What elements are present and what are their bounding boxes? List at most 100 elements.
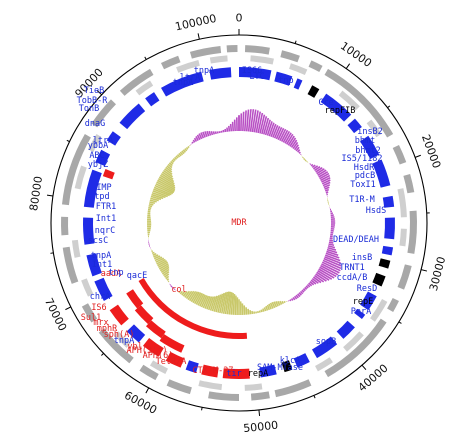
gene-block: [347, 118, 362, 134]
gene-block: [360, 291, 377, 311]
tick-mark: [414, 154, 421, 158]
gene-block: [83, 169, 102, 208]
outer-track-block: [149, 360, 168, 374]
gene-block: [185, 360, 199, 373]
gc-skew-bar: [170, 160, 174, 165]
gc-skew-bar: [329, 239, 334, 242]
gc-skew-bar: [292, 296, 296, 301]
gene-label: ltrA: [93, 136, 113, 146]
gc-skew-bar: [213, 295, 220, 312]
gc-skew-bar: [174, 156, 178, 160]
gc-skew-bar: [284, 132, 292, 144]
tick-label: 10000: [338, 39, 374, 70]
gc-skew-bar: [324, 188, 330, 192]
gene-block: [274, 71, 293, 86]
gc-skew-bar: [166, 165, 173, 171]
gc-skew-bar: [187, 290, 195, 301]
gc-skew-bar: [195, 292, 203, 305]
gc-skew-bar: [207, 296, 215, 311]
gc-skew-bar: [227, 125, 231, 132]
gc-skew-bar: [320, 174, 331, 182]
gc-skew-bar: [193, 292, 202, 305]
outer-track-block: [244, 383, 263, 391]
gene-label: bhmt: [355, 136, 375, 146]
gc-skew-bar: [162, 271, 170, 277]
gc-skew-bar: [190, 291, 199, 303]
gc-skew-bar: [321, 179, 331, 185]
gene-block: [239, 67, 272, 81]
tick-mark: [398, 321, 402, 324]
tick-mark: [144, 56, 147, 60]
gc-skew-bar: [275, 301, 279, 307]
gc-skew-bar: [316, 271, 330, 281]
outer-track-block: [250, 391, 270, 401]
gc-skew-bar: [204, 296, 211, 309]
gc-skew-bar: [257, 112, 264, 134]
gc-skew-bar: [232, 294, 236, 315]
gc-skew-bar: [282, 131, 291, 143]
tick-mark: [66, 139, 70, 143]
gc-skew-bar: [215, 294, 222, 313]
gene-block: [360, 135, 380, 159]
outer-track-block: [176, 59, 200, 73]
mdr-gene-block: [159, 334, 185, 353]
gene-label: ltrA: [180, 73, 200, 83]
gc-skew-bar: [156, 181, 175, 192]
gc-skew-bar: [285, 133, 294, 145]
gc-skew-bar: [298, 292, 302, 296]
gc-skew-bar: [315, 167, 323, 173]
gc-skew-bar: [224, 291, 230, 315]
gc-skew-bar: [261, 116, 268, 135]
gene-label: tnp: [278, 76, 293, 86]
gc-skew-bar: [249, 109, 255, 132]
gc-skew-bar: [229, 123, 233, 132]
outer-track-block: [324, 68, 394, 138]
gc-skew-bar: [175, 155, 179, 159]
gene-block: [381, 245, 394, 256]
gc-skew-bar: [212, 131, 216, 135]
gc-skew-bar: [222, 291, 229, 314]
gc-skew-bar: [198, 133, 203, 140]
gc-skew-bar: [187, 145, 190, 149]
gc-skew-bar: [317, 169, 327, 177]
tick-mark: [387, 105, 391, 109]
gc-skew-bar: [166, 278, 170, 281]
gene-label: ABC: [89, 151, 104, 161]
gc-skew-bar: [228, 292, 233, 315]
gc-skew-bar: [192, 139, 196, 143]
outer-track-block: [397, 188, 407, 218]
col-gene-block: [102, 169, 115, 180]
gene-block: [378, 258, 391, 269]
gc-skew-bar: [304, 159, 307, 162]
gc-skew-bar: [165, 275, 170, 280]
gc-skew-bar: [243, 110, 247, 132]
gc-skew-bar: [304, 286, 308, 290]
gene-label: qacE: [127, 271, 147, 281]
gc-skew-bar: [289, 137, 297, 147]
gc-skew-bar: [273, 301, 278, 308]
gc-skew-bar: [167, 163, 173, 169]
gc-skew-bar: [157, 179, 176, 191]
outer-track-block: [338, 90, 360, 111]
gc-skew-bar: [277, 300, 281, 306]
gc-skew-bar: [169, 283, 172, 286]
gene-label: ccdA/B: [337, 273, 368, 283]
gc-skew-bar: [268, 303, 272, 310]
gc-skew-bar: [323, 184, 331, 189]
gc-skew-bar: [171, 286, 174, 289]
gc-skew-bar: [217, 293, 224, 313]
gc-skew-bar: [268, 122, 275, 137]
mdr-gene-block: [126, 289, 144, 309]
gc-skew-bar: [149, 201, 156, 205]
gc-skew-bar: [303, 158, 306, 161]
gene-label: scsC: [88, 236, 108, 246]
gene-label: Sul1: [81, 313, 101, 323]
gc-skew-bar: [270, 123, 277, 138]
gene-label: IS5/1182: [342, 154, 383, 164]
gc-skew-bar: [176, 154, 181, 158]
gc-skew-bar: [209, 296, 216, 311]
mdr-region: [138, 278, 248, 340]
gene-label: sopB: [316, 337, 336, 347]
gene-label: ybl: [127, 342, 142, 352]
tick-label: 30000: [427, 255, 448, 292]
